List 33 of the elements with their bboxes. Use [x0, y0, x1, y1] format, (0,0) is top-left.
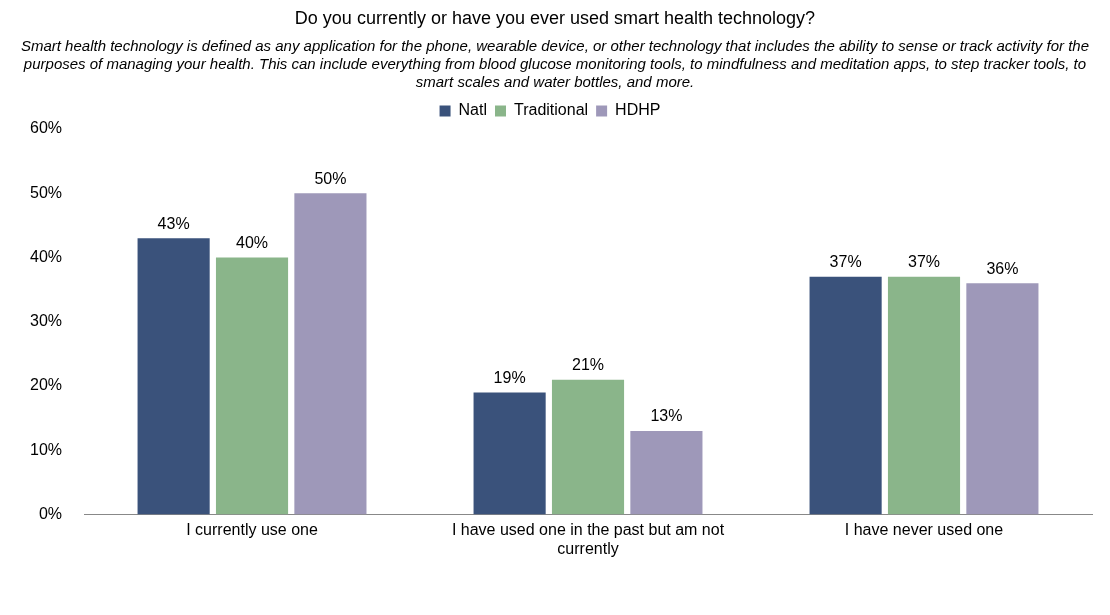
- bar: [215, 257, 289, 515]
- data-label: 50%: [314, 169, 347, 187]
- data-label: 13%: [650, 407, 683, 425]
- y-tick-label: 0%: [38, 505, 63, 523]
- y-tick-label: 30%: [29, 312, 63, 330]
- chart-subtitle: Smart health technology is defined as any application for the phone, wearable device, or other technology that includes the ability to sense or track activity for the purposes of managing your health. This can include everything from blood glucose monitoring tools, to mindfulness and meditation apps, to step tracker tools, to smart scales and water bottles, and more.: [19, 37, 1091, 91]
- bar: [887, 276, 961, 515]
- x-tick-label: I have never used one: [844, 520, 1004, 538]
- legend-label: Traditional: [514, 101, 589, 119]
- legend-label: Natl: [458, 101, 487, 119]
- data-label: 36%: [986, 259, 1019, 277]
- x-tick-label: I currently use one: [186, 520, 318, 538]
- bar: [630, 431, 703, 515]
- y-tick-label: 20%: [29, 376, 63, 394]
- bar: [809, 276, 882, 515]
- bar: [473, 392, 546, 515]
- data-label: 37%: [829, 253, 862, 271]
- data-label: 37%: [907, 253, 941, 271]
- data-label: 40%: [236, 233, 269, 251]
- legend-label: HDHP: [615, 101, 661, 119]
- bar: [551, 379, 625, 515]
- x-tick-label: I have used one in the past but am not currently: [451, 520, 725, 557]
- data-label: 19%: [493, 368, 526, 386]
- y-tick-label: 50%: [29, 183, 63, 201]
- data-label: 43%: [157, 214, 190, 232]
- data-label: 21%: [572, 356, 605, 374]
- bar: [966, 283, 1039, 515]
- y-tick-label: 10%: [29, 440, 63, 458]
- bar: [294, 193, 367, 515]
- y-tick-label: 60%: [29, 119, 63, 137]
- bar: [137, 238, 210, 515]
- chart-title: Do you currently or have you ever used smart health technology?: [293, 8, 817, 29]
- y-tick-label: 40%: [29, 247, 63, 265]
